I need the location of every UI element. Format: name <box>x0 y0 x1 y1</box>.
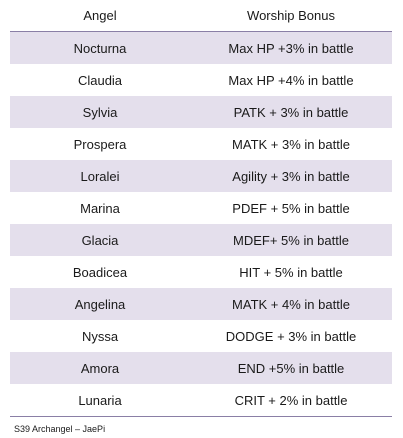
angel-name: Angelina <box>74 296 126 312</box>
angel-name: Amora <box>80 360 120 376</box>
worship-bonus: HIT + 5% in battle <box>239 264 343 280</box>
table-row: Prospera MATK + 3% in battle <box>10 128 392 160</box>
header-angel: Angel <box>83 8 117 23</box>
worship-bonus: END +5% in battle <box>237 360 345 376</box>
header-worship-bonus: Worship Bonus <box>247 8 335 23</box>
worship-bonus: Agility + 3% in battle <box>232 168 350 184</box>
angel-name: Glacia <box>81 232 119 248</box>
angel-name: Boadicea <box>72 264 128 280</box>
worship-bonus: MATK + 3% in battle <box>232 136 350 152</box>
table-row: Boadicea HIT + 5% in battle <box>10 256 392 288</box>
angel-name: Marina <box>80 200 120 216</box>
angel-name: Loralei <box>80 168 120 184</box>
table-row: Nocturna Max HP +3% in battle <box>10 32 392 64</box>
worship-bonus: Max HP +4% in battle <box>228 72 354 88</box>
table-row: Angelina MATK + 4% in battle <box>10 288 392 320</box>
table-row: Sylvia PATK + 3% in battle <box>10 96 392 128</box>
angel-name: Prospera <box>73 136 127 152</box>
table-row: Marina PDEF + 5% in battle <box>10 192 392 224</box>
worship-bonus: CRIT + 2% in battle <box>234 392 348 408</box>
angel-name: Nyssa <box>81 328 119 344</box>
angel-name: Nocturna <box>73 40 127 56</box>
table-row: Glacia MDEF+ 5% in battle <box>10 224 392 256</box>
worship-bonus: MATK + 4% in battle <box>232 296 350 312</box>
worship-bonus-table: Angel Worship Bonus Nocturna Max HP +3% … <box>10 0 392 417</box>
table-row: Nyssa DODGE + 3% in battle <box>10 320 392 352</box>
angel-name: Sylvia <box>82 104 118 120</box>
angel-name: Claudia <box>77 72 123 88</box>
table-bottom-rule <box>10 416 392 417</box>
worship-bonus: PATK + 3% in battle <box>233 104 349 120</box>
worship-bonus: DODGE + 3% in battle <box>225 328 357 344</box>
table-header: Angel Worship Bonus <box>10 0 392 32</box>
table-row: Claudia Max HP +4% in battle <box>10 64 392 96</box>
worship-bonus: Max HP +3% in battle <box>228 40 354 56</box>
angel-name: Lunaria <box>78 392 122 408</box>
worship-bonus: MDEF+ 5% in battle <box>233 232 349 248</box>
table-row: Lunaria CRIT + 2% in battle <box>10 384 392 416</box>
worship-bonus: PDEF + 5% in battle <box>232 200 350 216</box>
table-row: Loralei Agility + 3% in battle <box>10 160 392 192</box>
credit-footer: S39 Archangel – JaePi <box>14 424 106 434</box>
table-row: Amora END +5% in battle <box>10 352 392 384</box>
